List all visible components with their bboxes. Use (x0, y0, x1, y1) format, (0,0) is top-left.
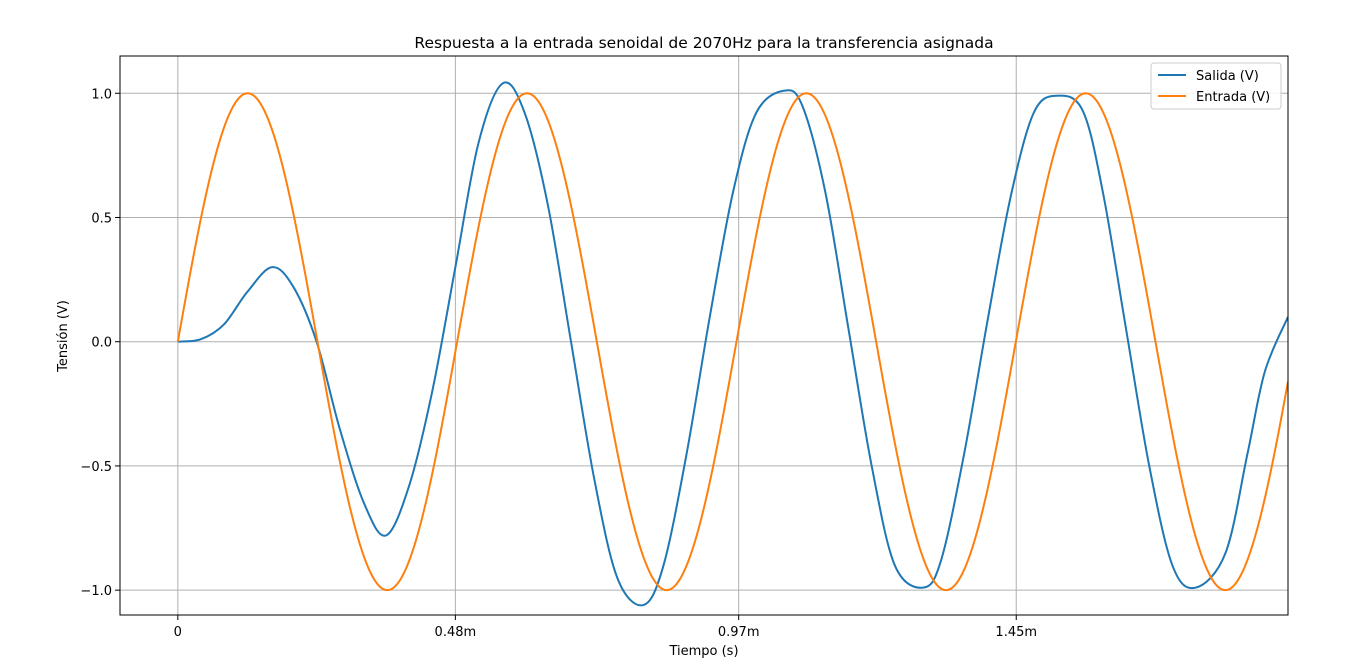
legend-label-entrada: Entrada (V) (1196, 90, 1270, 105)
y-tick-label: −1.0 (80, 584, 112, 599)
y-axis-ticks: −1.0 −0.5 0.0 0.5 1.0 (80, 87, 120, 599)
chart-title: Respuesta a la entrada senoidal de 2070H… (414, 34, 993, 52)
plot-frame (119, 55, 1289, 616)
series-line-entrada (176, 92, 1288, 592)
x-tick-label: 1.45m (995, 625, 1037, 640)
x-axis-ticks: 0 0.48m 0.97m 1.45m (174, 615, 1037, 640)
y-tick-label: 1.0 (91, 87, 112, 102)
y-tick-label: 0.5 (91, 211, 112, 226)
grid (120, 56, 1288, 615)
y-tick-label: −0.5 (80, 460, 112, 475)
series-line-salida (177, 81, 1288, 607)
y-axis-label: Tensión (V) (56, 300, 71, 373)
y-tick-label: 0.0 (91, 336, 112, 351)
x-tick-label: 0.97m (718, 625, 760, 640)
x-tick-label: 0.48m (435, 625, 477, 640)
x-tick-label: 0 (174, 625, 182, 640)
legend: Salida (V) Entrada (V) (1150, 62, 1282, 110)
series-layer (176, 81, 1288, 607)
legend-label-salida: Salida (V) (1196, 69, 1259, 84)
x-axis-label: Tiempo (s) (668, 644, 738, 659)
